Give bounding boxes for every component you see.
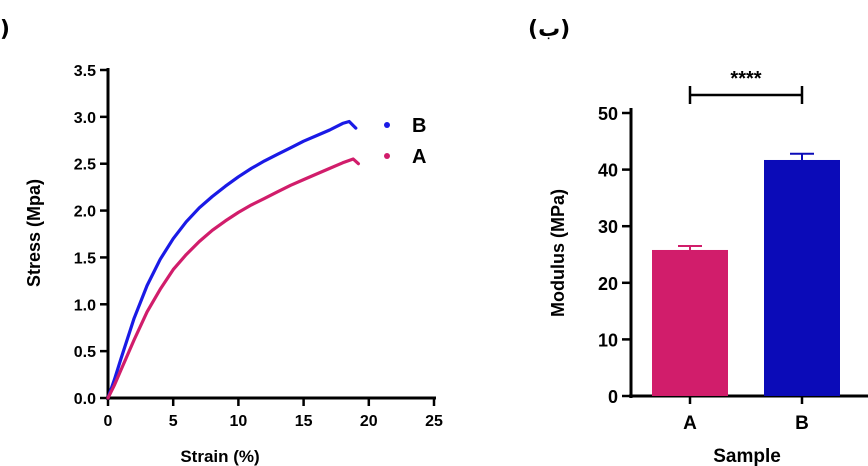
- significance-label: ****: [730, 68, 761, 90]
- modulus-bar-chart: 0 10 20 30 40 50 A B **** Sample Modulus (MPa): [548, 68, 868, 466]
- left-y-tick-label: 2.0: [74, 204, 96, 221]
- right-x-axis-label: Sample: [713, 446, 781, 466]
- right-y-tick-label: 0: [608, 387, 618, 407]
- right-y-axis-label: Modulus (MPa): [548, 189, 568, 317]
- left-y-tick-label: 2.5: [74, 157, 96, 174]
- series-line-b: [106, 119, 358, 400]
- legend-marker-b: [384, 122, 390, 128]
- left-x-tick-label: 15: [295, 413, 313, 430]
- left-x-tick-label: 25: [425, 413, 443, 430]
- right-x-tick-label: B: [795, 413, 809, 434]
- stress-strain-chart: 0.0 0.5 1.0 1.5 2.0 2.5 3.0 3.5 0 5 10 15 20 25 BA S…: [24, 63, 443, 466]
- legend-label-a: A: [412, 146, 426, 168]
- left-y-tick-label: 0.5: [74, 344, 96, 361]
- left-y-tick-label: 0.0: [74, 391, 96, 408]
- right-y-tick-label: 30: [598, 217, 618, 237]
- right-y-tick-label: 40: [598, 161, 618, 181]
- right-y-tick-label: 10: [598, 330, 618, 350]
- left-x-tick-label: 0: [104, 413, 113, 430]
- legend-marker-a: [384, 153, 390, 159]
- panel-label-right: (ب): [528, 17, 570, 42]
- legend-label-b: B: [412, 115, 426, 137]
- bar-b: [764, 159, 840, 396]
- series-line-a: [106, 157, 360, 400]
- left-x-axis-label: Strain (%): [180, 447, 259, 466]
- left-x-tick-label: 5: [169, 413, 178, 430]
- left-x-tick-label: 20: [360, 413, 378, 430]
- right-y-tick-label: 20: [598, 274, 618, 294]
- left-x-tick-label: 10: [230, 413, 248, 430]
- bar-a: [652, 249, 728, 396]
- right-x-tick-label: A: [683, 413, 697, 434]
- left-y-axis-label: Stress (Mpa): [24, 179, 44, 287]
- left-y-tick-label: 1.5: [74, 250, 96, 267]
- left-y-tick-label: 1.0: [74, 297, 96, 314]
- left-y-tick-label: 3.0: [74, 110, 96, 127]
- panel-label-left: (الف): [0, 17, 10, 42]
- right-y-tick-label: 50: [598, 104, 618, 124]
- left-y-tick-label: 3.5: [74, 63, 96, 80]
